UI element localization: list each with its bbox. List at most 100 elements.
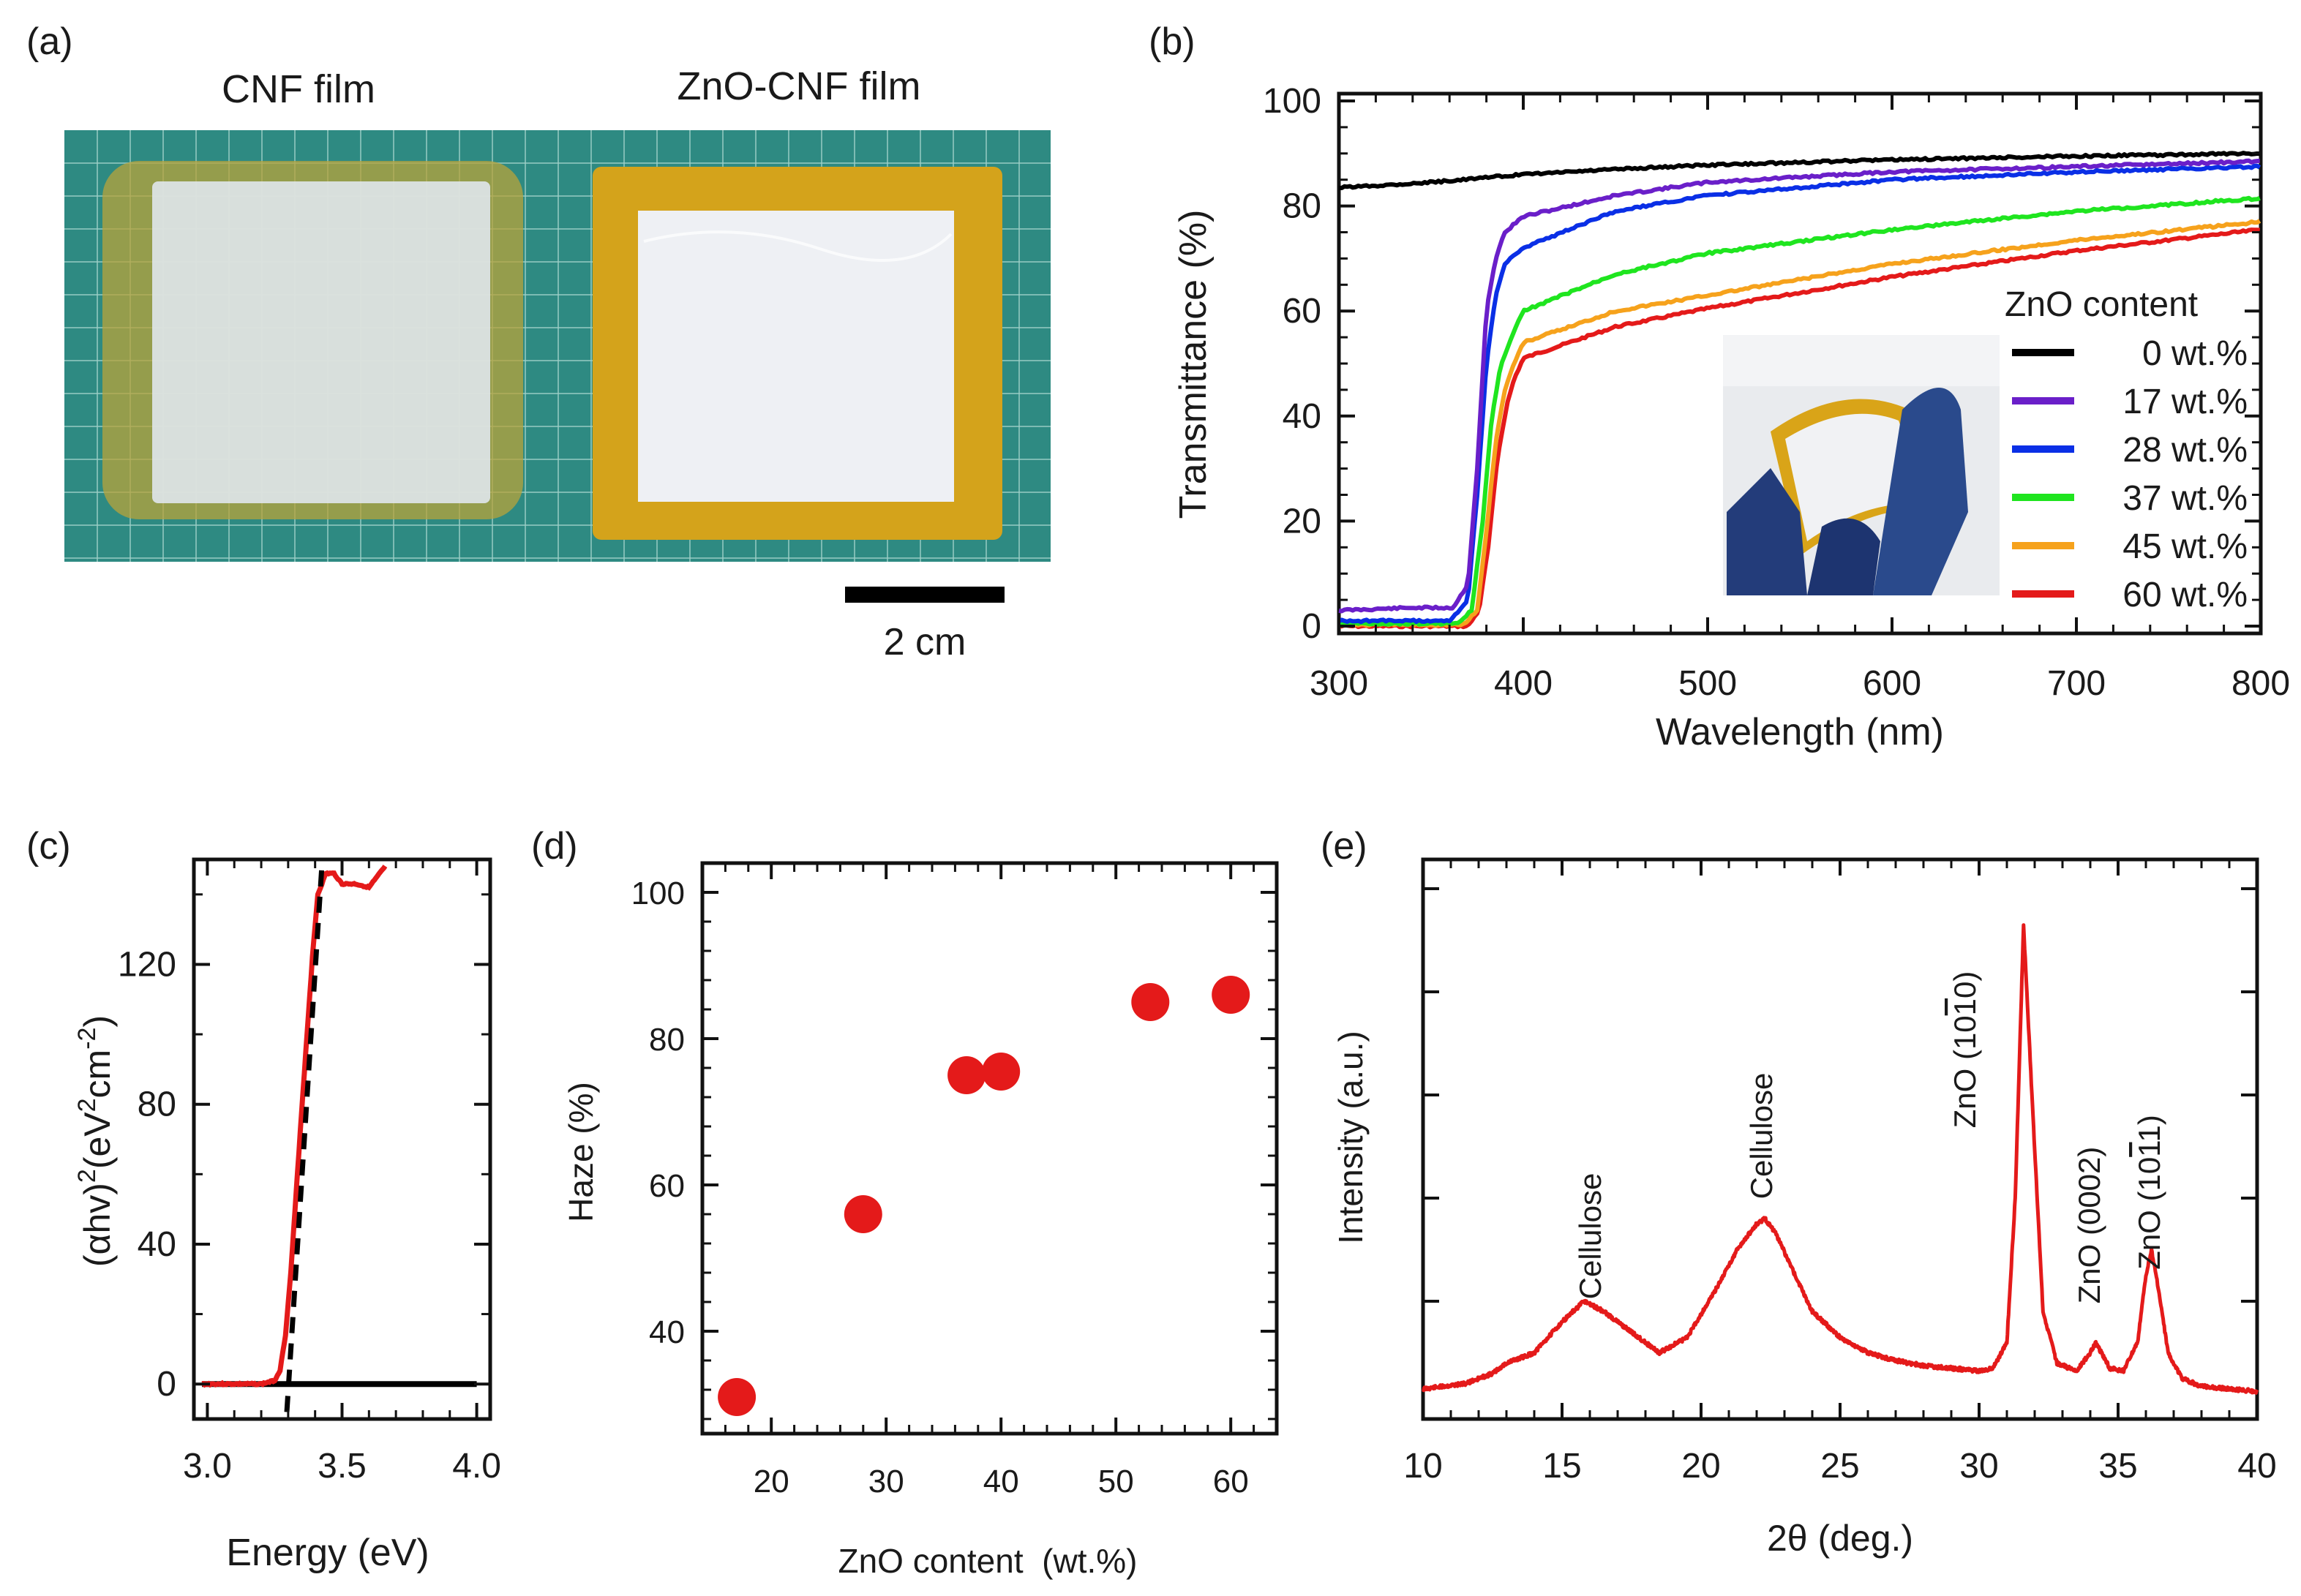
- b-xtick-label: 600: [1863, 664, 1921, 703]
- d-ytick-label: 100: [631, 876, 685, 911]
- panel-label-b: (b): [1149, 20, 1195, 63]
- cnf-film-label: CNF film: [222, 67, 375, 111]
- e-xtick-label: 15: [1542, 1447, 1581, 1486]
- b-ytick-label: 0: [1302, 607, 1321, 646]
- transmittance-chart: 300 400 500 600 700 800 0 20 40 60 80 100 Wavelengt…: [1172, 82, 2290, 753]
- zno-cnf-film: [638, 211, 954, 502]
- d-ticks: 20 30 40 50 60 40 60 80 100: [631, 862, 1278, 1499]
- zno-cnf-film-label: ZnO-CNF film: [677, 64, 921, 108]
- annotation-cellulose-1: Cellulose: [1573, 1173, 1607, 1300]
- legend-title: ZnO content: [2005, 285, 2198, 324]
- xrd-chart: 10 15 20 25 30 35 40 2θ (deg.) Intensity (a.u.…: [1332, 857, 2277, 1559]
- panel-label-e: (e): [1321, 825, 1367, 867]
- b-ylabel: Transmittance (%): [1172, 210, 1215, 519]
- b-ticks: 300 400 500 600 700 800 0 20 40 60 80 100: [1263, 82, 2290, 703]
- c-ytick-label: 120: [118, 945, 176, 984]
- e-xtick-label: 10: [1403, 1447, 1442, 1486]
- series-line-45wt: [1338, 219, 2261, 628]
- d-xlabel: ZnO content (wt.%): [838, 1542, 1137, 1580]
- haze-point: [1212, 976, 1250, 1014]
- legend: 0 wt.% 17 wt.% 28 wt.% 37 wt.% 45 wt.% 60 wt.…: [2012, 334, 2248, 614]
- series-line-17wt: [1338, 158, 2260, 614]
- d-xtick-label: 60: [1213, 1464, 1249, 1499]
- c-ylabel: (αhv)2(eV2cm-2): [73, 1015, 118, 1267]
- d-xtick-label: 50: [1098, 1464, 1134, 1499]
- scale-bar: [845, 587, 1005, 603]
- c-ylabel-end: ): [77, 1015, 118, 1028]
- b-ytick-label: 20: [1283, 502, 1321, 541]
- plot-frame-d: [700, 861, 1279, 1436]
- c-ylabel-unit2: cm: [77, 1050, 118, 1099]
- c-ylabel-unit: (eV: [77, 1112, 118, 1169]
- xrd-line: [1421, 923, 2259, 1395]
- b-ytick-label: 100: [1263, 82, 1321, 121]
- svg-text:(αhv)2(eV2cm-2): (αhv)2(eV2cm-2): [73, 1015, 118, 1267]
- haze-point: [947, 1056, 986, 1094]
- scale-bar-label: 2 cm: [884, 621, 966, 663]
- c-ylabel-sup2: 2: [73, 1098, 101, 1112]
- haze-points: [718, 976, 1250, 1416]
- b-ytick-label: 40: [1283, 397, 1321, 436]
- c-ytick-label: 0: [157, 1365, 176, 1404]
- panel-label-a: (a): [26, 20, 73, 63]
- c-ylabel-sup3: -2: [73, 1028, 101, 1050]
- series-line-0wt: [1339, 151, 2260, 190]
- film-wrinkle: [643, 230, 953, 262]
- b-xtick-label: 300: [1310, 664, 1368, 703]
- d-xtick-label: 40: [983, 1464, 1019, 1499]
- xrd-series: [1421, 923, 2259, 1395]
- haze-point: [718, 1378, 757, 1416]
- c-ylabel-main: (αhv): [77, 1183, 118, 1267]
- b-ytick-label: 60: [1283, 292, 1321, 331]
- haze-point: [844, 1195, 882, 1233]
- d-ylabel: Haze (%): [562, 1082, 600, 1222]
- cnf-film: [152, 181, 490, 503]
- e-xtick-label: 30: [1959, 1447, 1998, 1486]
- annotation-zno-1011: ZnO (1011): [2132, 1115, 2166, 1270]
- c-xtick-label: 4.0: [452, 1447, 501, 1486]
- annotation-zno-1010-a: ZnO (10: [1948, 1015, 1982, 1128]
- panel-label-c: (c): [26, 825, 71, 867]
- e-xlabel: 2θ (deg.): [1767, 1518, 1913, 1559]
- e-xtick-label: 40: [2237, 1447, 2276, 1486]
- haze-point: [1131, 983, 1170, 1021]
- tauc-series: [201, 865, 477, 1412]
- d-xtick-label: 30: [868, 1464, 904, 1499]
- legend-label: 0 wt.%: [2142, 334, 2248, 373]
- d-ytick-label: 80: [649, 1022, 685, 1058]
- haze-chart: 20 30 40 50 60 40 60 80 100 ZnO content (wt.%) H…: [562, 861, 1279, 1580]
- e-xtick-label: 20: [1681, 1447, 1720, 1486]
- b-xtick-label: 700: [2047, 664, 2106, 703]
- panel-label-d: (d): [531, 825, 578, 867]
- e-ticks: 10 15 20 25 30 35 40: [1403, 859, 2277, 1486]
- legend-label: 28 wt.%: [2122, 431, 2248, 470]
- d-ytick-label: 40: [649, 1314, 685, 1350]
- d-ytick-label: 60: [649, 1168, 685, 1204]
- e-ylabel: Intensity (a.u.): [1332, 1031, 1370, 1243]
- annotation-zno-1010-b: 0): [1948, 971, 1982, 998]
- d-xtick-label: 20: [754, 1464, 789, 1499]
- c-xtick-label: 3.0: [183, 1447, 232, 1486]
- annotation-zno-1011-a: ZnO (10: [2132, 1157, 2166, 1270]
- legend-label: 37 wt.%: [2122, 479, 2248, 518]
- c-xtick-label: 3.5: [318, 1447, 367, 1486]
- c-ylabel-sup1: 2: [73, 1169, 101, 1183]
- b-xtick-label: 500: [1678, 664, 1737, 703]
- legend-label: 60 wt.%: [2122, 576, 2248, 614]
- b-xtick-label: 400: [1494, 664, 1553, 703]
- b-ytick-label: 80: [1283, 187, 1321, 226]
- annotation-zno-1011-b: 1): [2132, 1115, 2166, 1142]
- haze-point: [982, 1053, 1021, 1091]
- e-xtick-label: 25: [1820, 1447, 1859, 1486]
- annotation-zno-1010-bar: 1: [1948, 998, 1982, 1015]
- inset-photo: [1723, 335, 2000, 595]
- c-xlabel: Energy (eV): [226, 1532, 429, 1574]
- c-ytick-label: 80: [138, 1085, 176, 1124]
- annotation-zno-1010: ZnO (1010): [1948, 971, 1982, 1129]
- c-ytick-label: 40: [138, 1225, 176, 1264]
- plot-frame-c: [192, 857, 492, 1421]
- e-xtick-label: 35: [2098, 1447, 2137, 1486]
- annotation-zno-0002: ZnO (0002): [2072, 1147, 2106, 1304]
- c-ticks: 3.0 3.5 4.0 0 40 80 120: [118, 859, 501, 1486]
